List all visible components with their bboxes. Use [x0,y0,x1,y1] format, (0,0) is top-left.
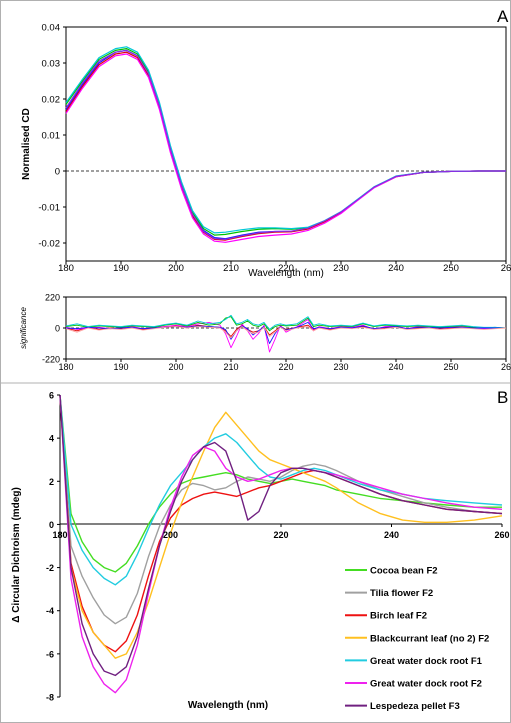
x-tick-label: 220 [278,263,294,274]
panel-a-y-ticks: -0.02 -0.01 0 0.01 0.02 0.03 0.04 [38,23,66,250]
x-tick-label: 230 [333,263,349,274]
x-tick-label: 260 [494,530,509,540]
x-tick-label: 250 [443,263,459,274]
series-line-6 [65,49,506,240]
y-tick-label: 0.04 [42,23,61,34]
x-tick-label: 200 [168,362,183,372]
series-line-5 [65,46,506,234]
significance-y-axis-label: significance [19,307,28,349]
y-tick-label: 0 [55,167,60,178]
legend-entry-label: Cocoa bean F2 [370,566,438,577]
series-line-2 [59,394,503,625]
panel-a-x-ticks: 180 190 200 210 220 230 240 250 26 [58,261,511,274]
series-line-1 [59,394,502,573]
panel-a-x-axis-label: Wavelength (nm) [248,268,324,279]
x-tick-label: 230 [333,362,348,372]
x-tick-label: 26 [501,362,511,372]
x-tick-label: 180 [58,263,74,274]
y-tick-label: -8 [46,693,54,703]
y-tick-label: 0.02 [42,95,61,106]
series-line-2 [65,319,506,353]
series-line-6 [65,326,507,339]
series-line-6 [59,394,503,694]
series-line-4 [59,394,503,659]
legend-entry-label: Birch leaf F2 [370,611,427,622]
series-line-4 [65,53,506,243]
y-tick-label: 6 [49,391,54,401]
panel-b-y-ticks: -8 -6 -4 -2 0 2 4 6 [46,391,60,703]
panel-a-y-axis-label: Normalised CD [21,108,32,180]
panel-a-chart: 180 190 200 210 220 230 240 250 26 -0.02 -0.01 0 0.… [21,7,511,279]
panel-b-y-axis-label: Δ Circular Dichroism (mdeg) [11,487,22,623]
y-tick-label: 2 [49,477,54,487]
x-tick-label: 210 [223,362,238,372]
series-line-3 [65,316,507,332]
y-tick-label: 0 [49,520,54,530]
y-tick-label: 0 [55,324,60,334]
significance-chart: 180 190 200 210 220 230 240 250 26 -220 0 220 sign… [19,293,511,373]
y-tick-label: 0.01 [42,131,61,142]
panel-b-series [59,394,503,694]
x-tick-label: 26 [501,263,511,274]
y-tick-label: -220 [42,355,60,365]
x-tick-label: 190 [113,263,129,274]
x-tick-label: 220 [273,530,288,540]
significance-x-ticks: 180 190 200 210 220 230 240 250 26 [58,359,511,372]
panel-b-x-axis-label: Wavelength (nm) [188,700,268,711]
legend-entry-label: Great water dock root F2 [370,679,482,690]
panel-b-legend: Cocoa bean F2 Tilia flower F2 Birch leaf F… [345,566,489,712]
x-tick-label: 190 [113,362,128,372]
x-tick-label: 180 [58,362,73,372]
x-tick-label: 250 [443,362,458,372]
x-tick-label: 200 [168,263,184,274]
series-line-5 [59,394,503,586]
series-line-4 [65,314,507,330]
y-tick-label: -6 [46,649,54,659]
y-tick-label: -4 [46,606,54,616]
series-line-3 [59,394,503,653]
panel-b-label: B [497,388,508,407]
series-line-7 [59,394,503,677]
legend-entry-label: Blackcurrant leaf (no 2) F2 [370,633,489,644]
y-tick-label: 220 [45,293,60,303]
panel-a-label: A [497,7,509,26]
x-tick-label: 180 [52,530,67,540]
panel-a-series [65,46,506,243]
series-line-2 [65,48,506,236]
x-tick-label: 240 [388,263,404,274]
significance-y-ticks: -220 0 220 [42,293,66,365]
x-tick-label: 200 [163,530,178,540]
x-tick-label: 240 [384,530,399,540]
y-tick-label: -0.02 [38,239,60,250]
series-line-5 [65,321,506,344]
series-line-1 [65,49,506,240]
legend-entry-label: Lespedeza pellet F3 [370,701,460,712]
x-tick-label: 220 [278,362,293,372]
y-tick-label: 4 [49,434,54,444]
y-tick-label: -0.01 [38,203,60,214]
x-tick-label: 210 [223,263,239,274]
legend-entry-label: Great water dock root F1 [370,656,483,667]
panel-a-plot-frame [65,26,507,262]
panel-b-x-ticks: 180 200 220 240 260 [52,524,510,540]
y-tick-label: -2 [46,563,54,573]
series-line-3 [65,51,506,241]
y-tick-label: 0.03 [42,59,61,70]
significance-series [65,314,507,353]
x-tick-label: 240 [388,362,403,372]
panel-b-chart: 180 200 220 240 260 -8 -6 -4 -2 0 2 4 6 Cocoa bean … [11,388,510,712]
legend-entry-label: Tilia flower F2 [370,588,433,599]
